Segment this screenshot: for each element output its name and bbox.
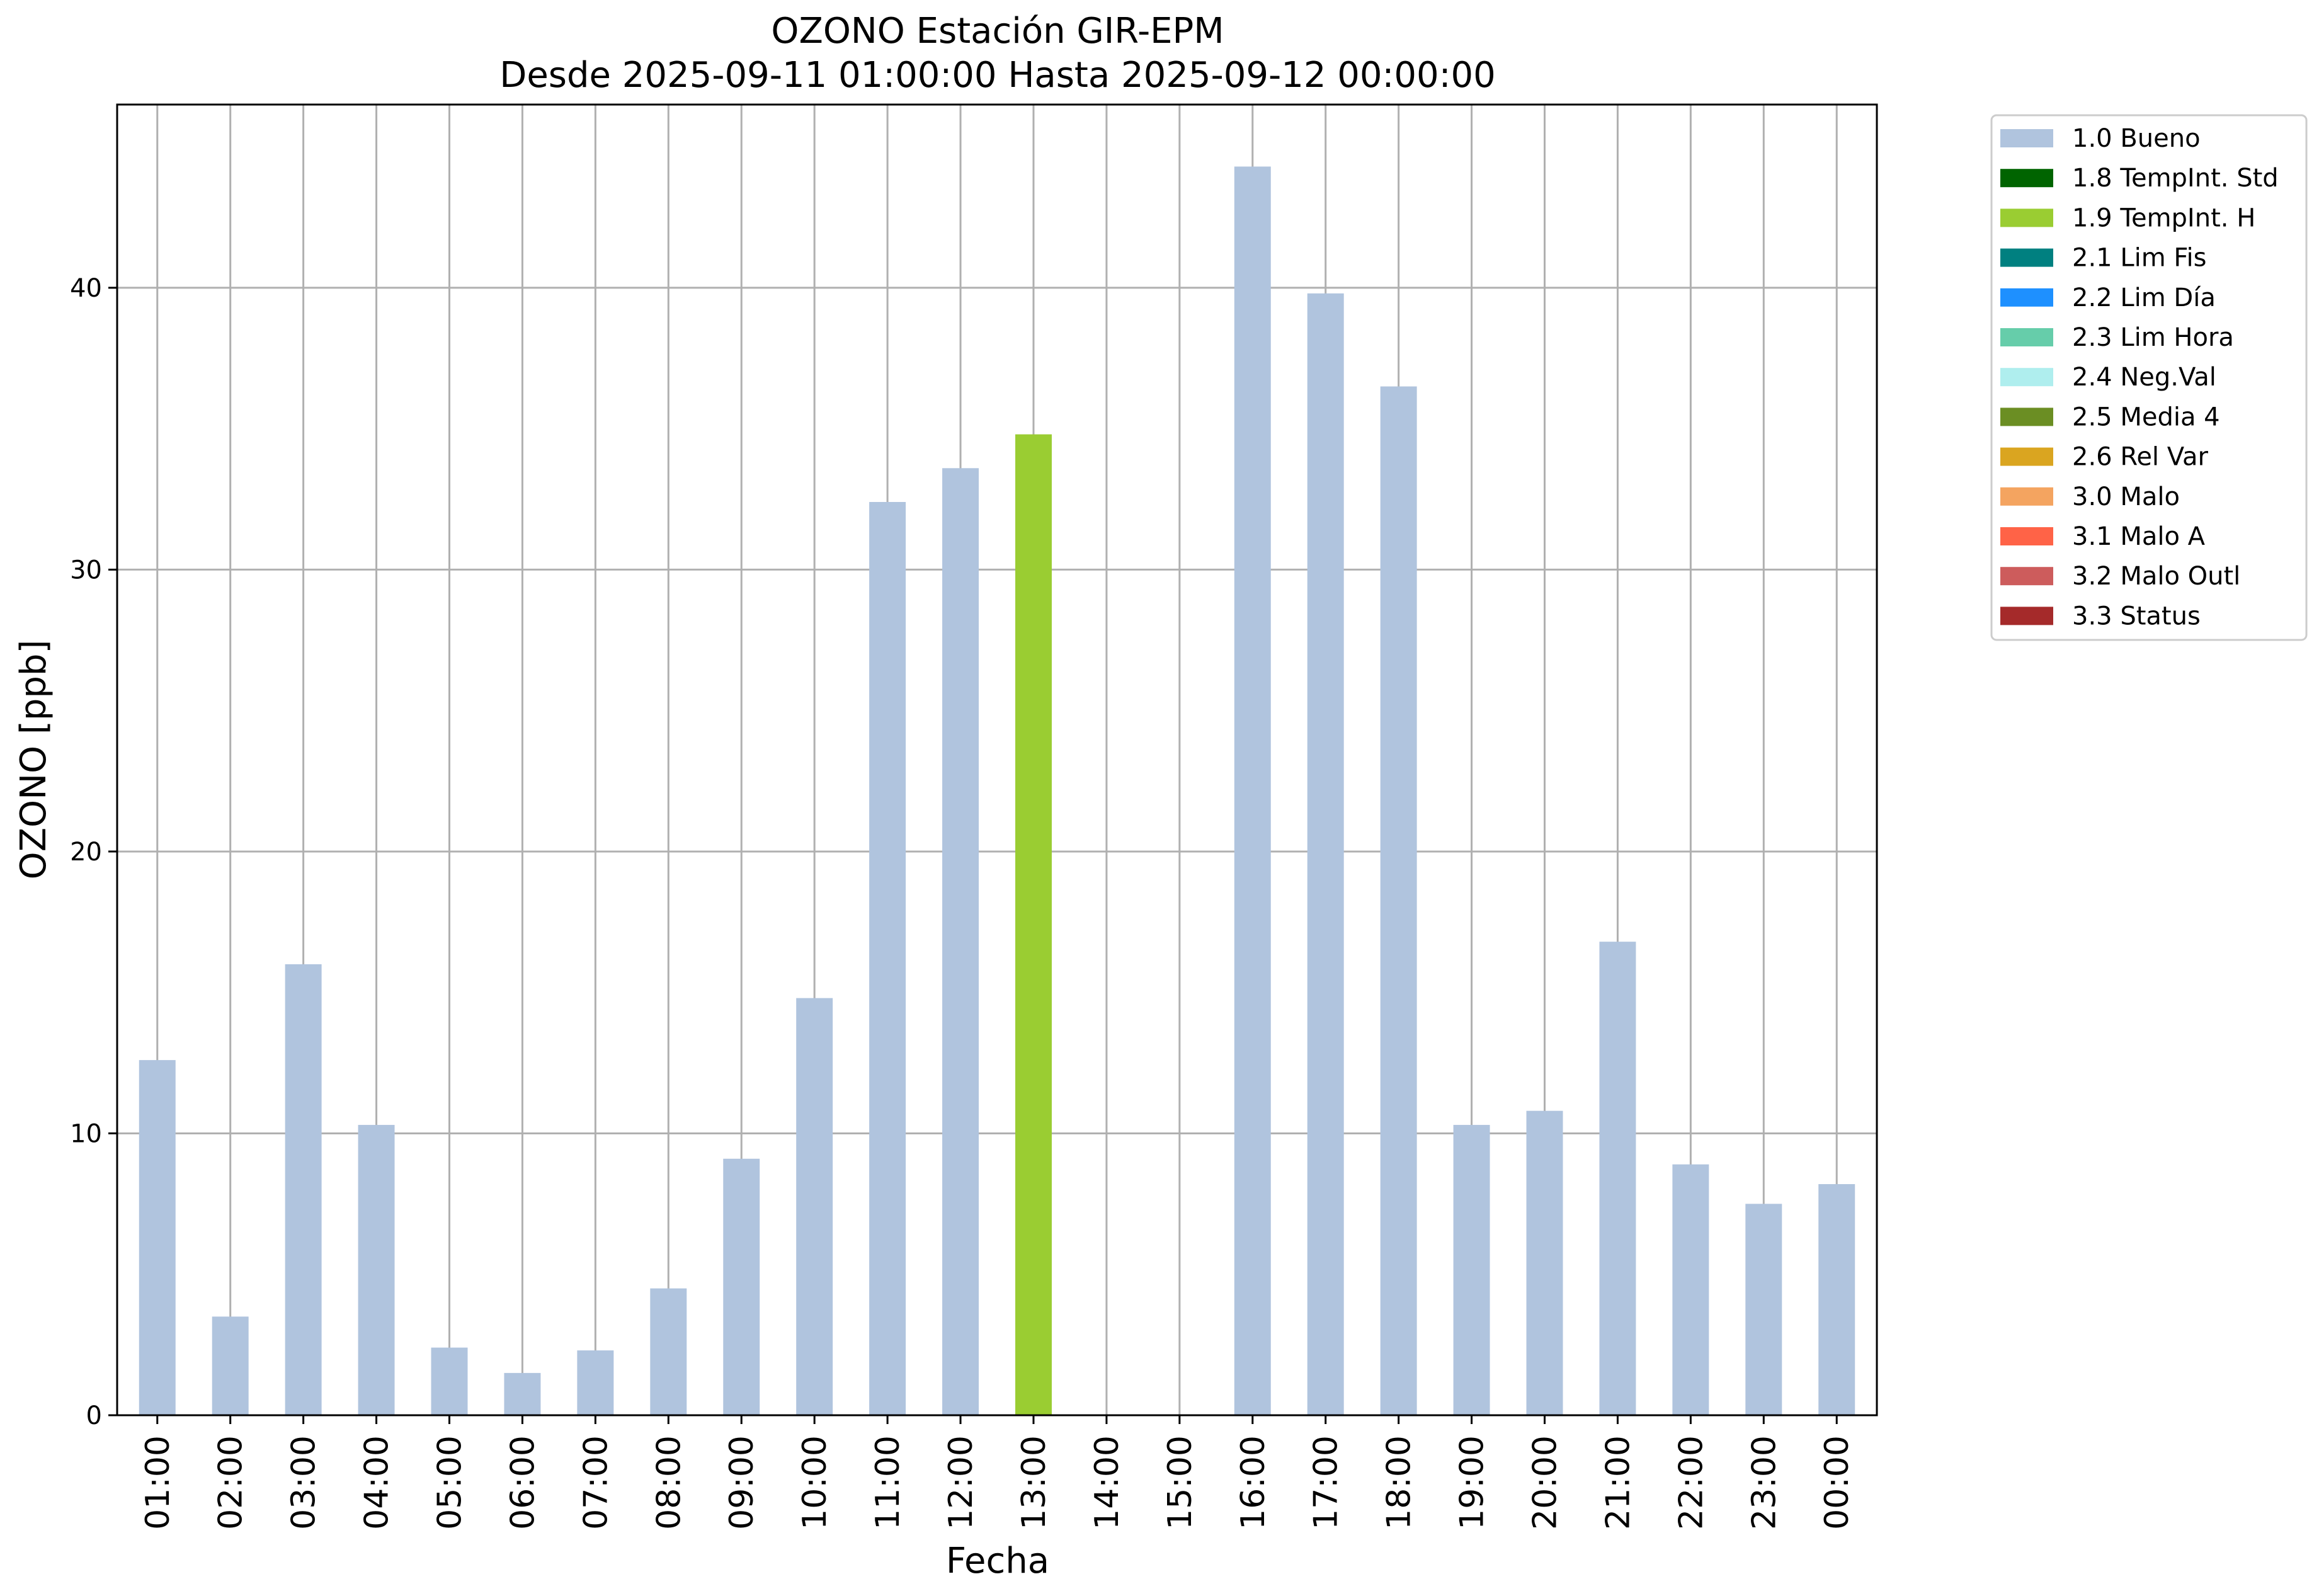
y-tick-label: 20 bbox=[70, 838, 102, 867]
plot-frame bbox=[116, 103, 1878, 1416]
x-tick-label: 18:00 bbox=[1381, 1435, 1418, 1530]
y-tick-label: 10 bbox=[70, 1119, 102, 1148]
x-tick-label: 19:00 bbox=[1454, 1435, 1491, 1530]
x-tick-label: 06:00 bbox=[504, 1435, 542, 1530]
x-tick-label: 14:00 bbox=[1088, 1435, 1126, 1530]
bar bbox=[869, 502, 906, 1415]
x-tick-label: 12:00 bbox=[942, 1435, 980, 1530]
legend-swatch bbox=[2000, 607, 2053, 625]
bar bbox=[1745, 1204, 1782, 1415]
legend-label: 1.0 Bueno bbox=[2072, 124, 2201, 153]
x-tick-label: 03:00 bbox=[285, 1435, 323, 1530]
bars bbox=[139, 166, 1855, 1415]
bar bbox=[723, 1158, 760, 1415]
bar bbox=[285, 964, 322, 1415]
x-tick-label: 01:00 bbox=[139, 1435, 177, 1530]
bar bbox=[1380, 386, 1417, 1415]
legend-swatch bbox=[2000, 208, 2053, 227]
legend-box bbox=[1990, 114, 2308, 641]
legend-label: 2.5 Media 4 bbox=[2072, 402, 2220, 431]
chart-subtitle: Desde 2025-09-11 01:00:00 Hasta 2025-09-… bbox=[499, 55, 1496, 96]
y-tick-label: 0 bbox=[86, 1401, 102, 1430]
x-tick-label: 07:00 bbox=[577, 1435, 615, 1530]
x-tick-label: 22:00 bbox=[1672, 1435, 1710, 1530]
x-tick-label: 15:00 bbox=[1161, 1435, 1199, 1530]
y-tick-label: 40 bbox=[70, 274, 102, 303]
x-tick-label: 04:00 bbox=[358, 1435, 396, 1530]
x-tick-label: 02:00 bbox=[212, 1435, 250, 1530]
legend-swatch bbox=[2000, 447, 2053, 466]
x-tick-label: 13:00 bbox=[1015, 1435, 1053, 1530]
y-axis-label: OZONO [ppb] bbox=[13, 640, 54, 880]
bar bbox=[1234, 166, 1271, 1415]
legend-label: 3.2 Malo Outl bbox=[2072, 562, 2240, 591]
legend-swatch bbox=[2000, 328, 2053, 346]
bar bbox=[1015, 434, 1052, 1415]
bar bbox=[650, 1288, 687, 1415]
x-tick-label: 17:00 bbox=[1308, 1435, 1345, 1530]
bar bbox=[1453, 1125, 1490, 1415]
y-axis: 0 10 20 30 40 bbox=[70, 274, 117, 1430]
x-tick-label: 21:00 bbox=[1599, 1435, 1637, 1530]
legend-label: 3.0 Malo bbox=[2072, 482, 2180, 511]
legend-swatch bbox=[2000, 368, 2053, 387]
legend-swatch bbox=[2000, 248, 2053, 267]
x-tick-label: 08:00 bbox=[650, 1435, 688, 1530]
bar bbox=[1526, 1110, 1563, 1415]
bar bbox=[1599, 942, 1636, 1415]
legend-label: 1.8 TempInt. Std bbox=[2072, 164, 2279, 193]
x-axis: 01:00 02:00 03:00 04:00 05:00 06:00 07:00 08:00… bbox=[139, 1415, 1856, 1530]
x-tick-label: 20:00 bbox=[1527, 1435, 1564, 1530]
y-tick-label: 30 bbox=[70, 556, 102, 584]
bar bbox=[1307, 293, 1344, 1415]
chart-title: OZONO Estación GIR-EPM bbox=[771, 11, 1224, 52]
legend-label: 2.2 Lim Día bbox=[2072, 283, 2216, 312]
bar bbox=[431, 1347, 468, 1415]
bar bbox=[358, 1125, 395, 1415]
bar bbox=[212, 1316, 249, 1415]
bar bbox=[1818, 1184, 1855, 1415]
legend-swatch bbox=[2000, 288, 2053, 307]
legend-swatch bbox=[2000, 487, 2053, 506]
legend-swatch bbox=[2000, 408, 2053, 426]
legend-label: 2.4 Neg.Val bbox=[2072, 363, 2216, 392]
x-tick-label: 23:00 bbox=[1745, 1435, 1783, 1530]
x-axis-label: Fecha bbox=[946, 1541, 1049, 1582]
bar bbox=[504, 1372, 541, 1415]
legend-swatch bbox=[2000, 129, 2053, 147]
legend-label: 3.1 Malo A bbox=[2072, 522, 2206, 551]
legend-label: 2.3 Lim Hora bbox=[2072, 323, 2234, 352]
legend-swatch bbox=[2000, 169, 2053, 188]
x-tick-label: 11:00 bbox=[869, 1435, 907, 1530]
x-tick-label: 05:00 bbox=[431, 1435, 469, 1530]
x-tick-label: 16:00 bbox=[1234, 1435, 1272, 1530]
bar bbox=[1672, 1164, 1709, 1415]
legend-label: 2.6 Rel Var bbox=[2072, 443, 2209, 472]
legend-label: 1.9 TempInt. H bbox=[2072, 203, 2255, 232]
x-tick-label: 00:00 bbox=[1818, 1435, 1856, 1530]
legend-label: 2.1 Lim Fis bbox=[2072, 244, 2206, 273]
x-tick-label: 10:00 bbox=[796, 1435, 834, 1530]
legend-swatch bbox=[2000, 527, 2053, 545]
x-tick-label: 09:00 bbox=[723, 1435, 761, 1530]
legend: 1.0 Bueno 1.8 TempInt. Std 1.9 TempInt. H 2… bbox=[1990, 114, 2308, 641]
bar bbox=[942, 468, 979, 1415]
legend-swatch bbox=[2000, 567, 2053, 586]
bar bbox=[139, 1060, 176, 1415]
bar bbox=[577, 1350, 614, 1415]
legend-entries: 1.0 Bueno 1.8 TempInt. Std 1.9 TempInt. H 2… bbox=[2000, 124, 2279, 630]
legend-label: 3.3 Status bbox=[2072, 601, 2201, 630]
bar bbox=[796, 998, 833, 1415]
